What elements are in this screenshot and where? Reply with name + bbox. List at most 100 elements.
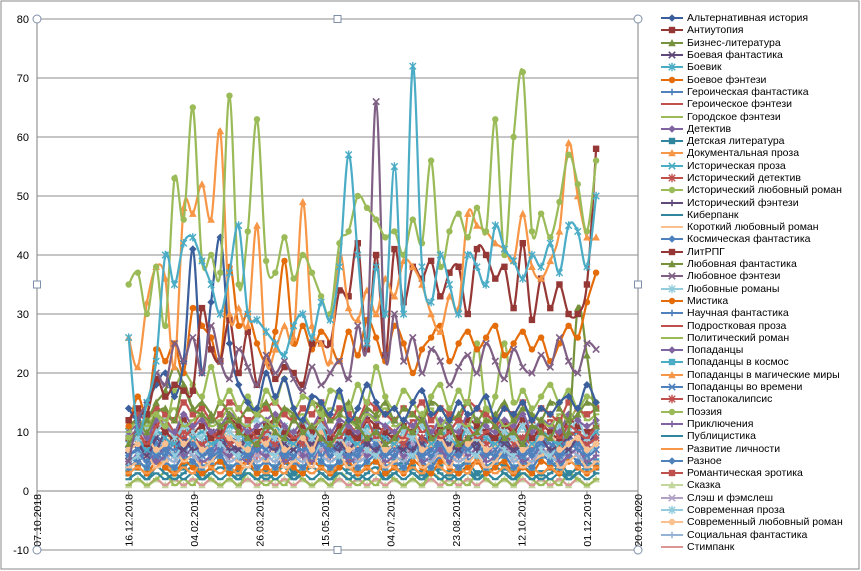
data-point: [125, 281, 132, 288]
data-point: [152, 405, 160, 412]
data-point: [308, 451, 316, 460]
data-point: [344, 451, 353, 460]
data-point: [528, 434, 536, 442]
data-point: [271, 428, 280, 436]
data-point: [482, 451, 490, 460]
legend-label: Городское фэнтези: [687, 110, 781, 123]
data-point: [161, 250, 170, 260]
legend-label: Исторический любовный роман: [687, 184, 842, 197]
data-point: [225, 268, 234, 277]
data-point: [510, 304, 517, 312]
data-point: [381, 309, 389, 319]
data-point: [244, 328, 252, 335]
legend-item: Детектив: [660, 123, 858, 135]
resize-handle: [32, 545, 42, 555]
data-point: [152, 451, 160, 460]
data-point: [363, 451, 371, 460]
data-point: [345, 328, 352, 335]
data-point: [317, 298, 325, 307]
data-point: [500, 445, 509, 454]
data-point: [565, 399, 572, 406]
legend-swatch: [661, 310, 683, 317]
data-point: [272, 375, 279, 383]
data-point: [207, 251, 215, 259]
legend-item: Героическое фэнтези: [660, 98, 858, 110]
data-point: [198, 416, 206, 424]
data-point: [253, 428, 261, 436]
data-point: [216, 357, 225, 365]
data-point: [354, 322, 362, 330]
data-point: [253, 315, 261, 325]
data-point: [500, 244, 509, 254]
data-point: [668, 199, 676, 206]
data-point: [317, 293, 325, 300]
data-point: [482, 392, 490, 401]
legend-swatch: [661, 161, 683, 170]
data-point: [464, 417, 471, 424]
data-point: [326, 439, 335, 447]
data-point: [473, 470, 481, 477]
data-point: [547, 428, 554, 436]
legend-swatch: [661, 519, 683, 526]
legend-label: Космическая фантастика: [687, 233, 811, 246]
data-point: [308, 422, 316, 430]
data-point: [152, 398, 160, 406]
data-point: [244, 228, 252, 235]
data-point: [583, 351, 591, 359]
data-point: [262, 351, 270, 360]
data-point: [262, 369, 270, 377]
data-point: [290, 275, 297, 282]
legend-swatch: [661, 481, 683, 489]
data-point: [290, 464, 297, 471]
data-point: [583, 422, 591, 430]
data-point: [574, 310, 581, 318]
data-point: [354, 434, 361, 442]
data-point: [463, 209, 472, 217]
legend-label: Романтическая эротика: [687, 467, 803, 480]
data-point: [189, 446, 197, 453]
data-point: [271, 410, 280, 419]
data-point: [217, 269, 224, 276]
data-point: [281, 411, 288, 418]
x-tick-label: 20.01.2020: [633, 494, 645, 547]
data-point: [271, 345, 280, 353]
data-point: [491, 422, 500, 430]
legend-swatch: [661, 235, 683, 244]
data-point: [289, 451, 298, 460]
data-point: [198, 369, 206, 377]
data-point: [308, 411, 316, 418]
data-point: [372, 97, 380, 106]
data-point: [519, 363, 527, 371]
data-point: [537, 262, 545, 271]
data-point: [518, 398, 527, 407]
data-point: [299, 416, 307, 424]
data-point: [353, 451, 362, 460]
data-point: [436, 250, 444, 260]
data-point: [464, 351, 472, 360]
data-point: [473, 404, 481, 413]
data-point: [445, 451, 454, 460]
data-point: [427, 393, 435, 400]
data-point: [207, 428, 215, 436]
data-point: [152, 416, 160, 424]
x-tick-label: 12.10.2019: [516, 494, 528, 547]
data-point: [528, 228, 536, 235]
data-point: [271, 416, 280, 424]
data-point: [400, 387, 407, 394]
data-point: [253, 404, 261, 413]
legend-label: Детектив: [687, 122, 732, 135]
data-point: [519, 387, 526, 394]
data-point: [668, 27, 676, 34]
data-point: [143, 451, 151, 460]
data-point: [335, 262, 344, 271]
legend-label: Подростковая проза: [687, 319, 787, 332]
data-point: [344, 422, 353, 430]
legend-swatch: [661, 38, 683, 46]
resize-handle: [634, 280, 642, 289]
x-tick-label: 04.07.2019: [386, 494, 398, 547]
data-point: [299, 405, 307, 412]
data-point: [225, 339, 234, 348]
data-point: [427, 417, 435, 424]
